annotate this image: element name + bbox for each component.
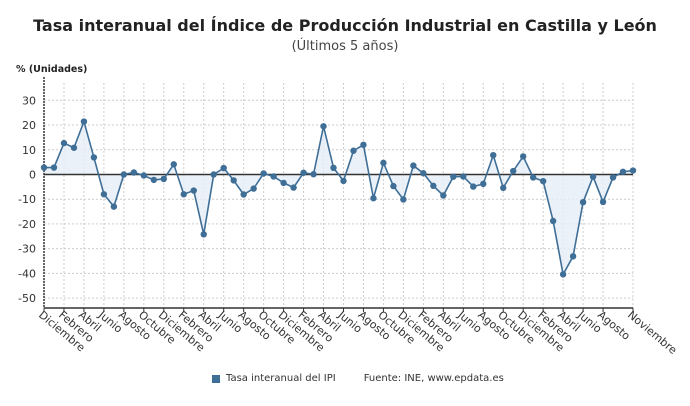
data-point: [50, 164, 58, 171]
data-point: [260, 170, 267, 177]
data-point: [460, 173, 467, 180]
data-point: [480, 180, 487, 188]
y-tick-label: -40: [18, 267, 36, 280]
data-point: [230, 177, 237, 184]
data-point: [609, 174, 617, 181]
x-tick-label: Noviembre: [625, 308, 680, 357]
data-point: [589, 173, 597, 180]
data-point: [140, 172, 148, 179]
data-point: [320, 123, 327, 130]
data-point: [290, 184, 297, 191]
legend-swatch: [212, 374, 220, 383]
data-point: [330, 164, 337, 172]
y-tick-label: 10: [22, 144, 36, 157]
data-point: [270, 173, 277, 180]
y-tick-label: -50: [18, 292, 36, 305]
data-point: [420, 170, 427, 177]
data-point: [190, 187, 197, 194]
data-point: [60, 139, 68, 147]
data-point: [390, 182, 397, 190]
legend: Tasa interanual del IPI Fuente: INE, www…: [212, 373, 504, 384]
data-point: [410, 162, 417, 169]
data-point: [519, 153, 527, 160]
data-point: [240, 191, 247, 198]
data-point: [280, 179, 287, 187]
data-point: [549, 217, 557, 225]
source-text: Fuente: INE, www.epdata.es: [363, 373, 504, 384]
y-tick-label: 0: [29, 168, 36, 181]
data-point: [40, 164, 48, 171]
data-point: [490, 151, 497, 159]
data-point: [400, 196, 407, 203]
data-point: [559, 271, 567, 278]
data-point: [310, 171, 317, 178]
y-tick-label: 30: [22, 94, 36, 107]
data-point: [350, 147, 357, 154]
data-point: [569, 253, 577, 260]
data-point: [110, 203, 118, 210]
data-point: [100, 191, 108, 198]
data-point: [470, 183, 477, 190]
data-point: [200, 231, 207, 238]
data-point: [70, 144, 78, 151]
data-point: [250, 185, 257, 192]
y-tick-label: -20: [18, 218, 36, 231]
data-point: [80, 118, 88, 125]
data-point: [440, 192, 447, 199]
data-point: [539, 177, 547, 185]
y-tick-label: 20: [22, 119, 36, 132]
data-point: [380, 159, 387, 167]
data-point: [629, 167, 637, 174]
data-point: [619, 168, 627, 175]
data-point: [130, 169, 138, 176]
data-point: [120, 171, 128, 178]
data-point: [360, 141, 367, 149]
data-point: [180, 191, 187, 198]
data-point: [300, 169, 307, 176]
data-point: [500, 184, 507, 192]
y-axis-label: % (Unidades): [16, 64, 88, 75]
series-line: [44, 119, 634, 277]
area-fill: [44, 121, 633, 275]
legend-label: Tasa interanual del IPI: [226, 373, 336, 384]
y-tick-label: -30: [18, 243, 36, 256]
data-point: [90, 154, 98, 161]
data-point: [340, 177, 347, 185]
data-point: [220, 164, 227, 172]
data-point: [510, 167, 517, 175]
data-point: [450, 173, 457, 180]
data-point: [529, 174, 537, 181]
y-tick-label: -10: [18, 193, 36, 206]
data-point: [430, 182, 437, 190]
chart-title: Tasa interanual del Índice de Producción…: [33, 16, 657, 35]
data-point: [210, 171, 217, 178]
data-point: [370, 195, 377, 202]
data-point: [150, 176, 158, 184]
data-point: [170, 161, 177, 168]
data-point: [599, 198, 607, 206]
chart-subtitle: (Últimos 5 años): [291, 39, 399, 54]
data-point: [160, 175, 167, 183]
data-point: [579, 198, 587, 206]
